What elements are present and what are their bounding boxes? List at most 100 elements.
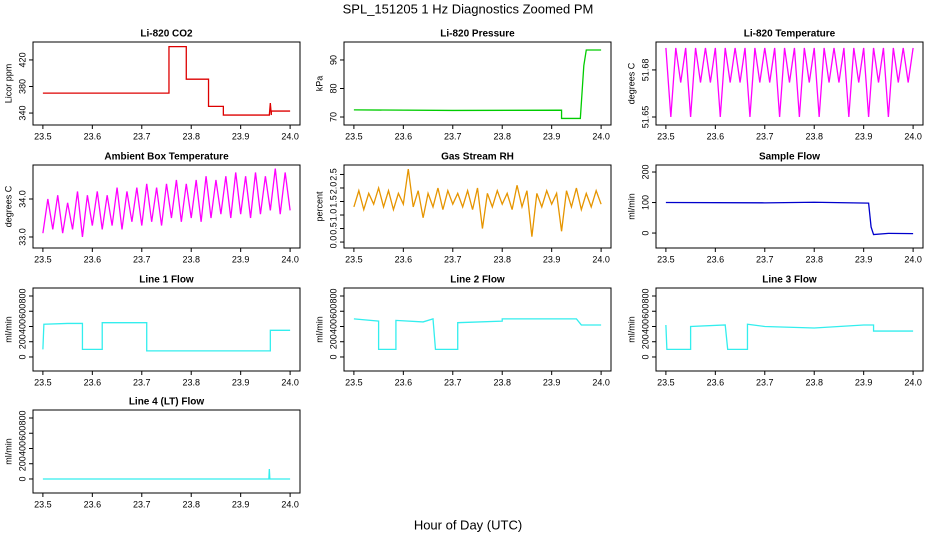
- panel-title: Li-820 CO2: [140, 29, 193, 40]
- y-tick-label: 0: [17, 354, 27, 359]
- y-tick-label: 400: [17, 441, 27, 456]
- x-tick-label: 23.9: [232, 377, 250, 387]
- x-tick-label: 24.0: [281, 131, 299, 141]
- y-tick-label: 200: [17, 334, 27, 349]
- panel: Line 1 Flow 23.5 23.6 23.7 23.8 23.9 24.0 0 2004…: [3, 275, 301, 387]
- y-tick-label: 0.0: [328, 236, 338, 249]
- panel-box: [32, 41, 301, 126]
- y-axis-label: degrees C: [3, 185, 13, 227]
- plot-area: [353, 168, 602, 237]
- y-tick-label: 200: [17, 456, 27, 471]
- y-tick-label: 100: [640, 195, 650, 210]
- x-tick-label: 23.6: [84, 254, 102, 264]
- x-axis-label: Hour of Day (UTC): [414, 517, 522, 532]
- panel-box: [343, 287, 612, 372]
- x-tick-label: 23.6: [707, 131, 725, 141]
- panel-box: [343, 164, 612, 249]
- data-line: [42, 46, 291, 116]
- y-tick-label: 400: [17, 319, 27, 334]
- panel: Ambient Box Temperature 23.5 23.6 23.7 23.8 2…: [3, 152, 301, 264]
- x-tick-label: 23.8: [805, 254, 823, 264]
- y-axis-label: ml/min: [626, 193, 636, 220]
- x-tick-label: 24.0: [592, 131, 610, 141]
- y-tick-label: 80: [328, 83, 338, 93]
- y-tick-label: 0: [640, 231, 650, 236]
- y-axis-label: ml/min: [314, 316, 324, 343]
- y-tick-label: 400: [328, 319, 338, 334]
- x-tick-label: 23.6: [395, 377, 413, 387]
- y-tick-label: 200: [640, 334, 650, 349]
- y-tick-label: 400: [640, 319, 650, 334]
- figure-title: SPL_151205 1 Hz Diagnostics Zoomed PM: [343, 1, 594, 16]
- x-tick-label: 23.5: [34, 377, 52, 387]
- panel-title: Line 2 Flow: [450, 275, 505, 286]
- x-tick-label: 23.7: [133, 131, 151, 141]
- x-tick-label: 24.0: [281, 499, 299, 509]
- y-axis-label: degrees C: [626, 62, 636, 104]
- y-tick-label: 0.5: [328, 222, 338, 235]
- y-axis-label: ml/min: [626, 316, 636, 343]
- y-tick-label: 600: [17, 304, 27, 319]
- data-line: [665, 47, 914, 118]
- data-line: [353, 49, 602, 120]
- x-tick-label: 23.9: [232, 499, 250, 509]
- panel-title: Line 3 Flow: [762, 275, 817, 286]
- x-tick-label: 23.8: [805, 377, 823, 387]
- x-tick-label: 23.9: [232, 131, 250, 141]
- x-tick-label: 23.8: [493, 377, 511, 387]
- x-tick-label: 23.5: [657, 131, 675, 141]
- y-tick-label: 800: [328, 288, 338, 303]
- x-tick-label: 23.9: [543, 131, 561, 141]
- y-tick-label: 380: [17, 79, 27, 94]
- data-line: [353, 168, 602, 237]
- x-tick-label: 24.0: [281, 377, 299, 387]
- data-line: [665, 201, 914, 236]
- x-tick-label: 23.8: [182, 499, 200, 509]
- panel: Li-820 Pressure 23.5 23.6 23.7 23.8 23.9 24.0 7…: [314, 29, 612, 141]
- x-tick-label: 23.8: [182, 254, 200, 264]
- x-tick-label: 23.7: [756, 377, 774, 387]
- y-tick-label: 2.5: [328, 168, 338, 181]
- panel: Li-820 CO2 23.5 23.6 23.7 23.8 23.9 24.0 340 380…: [3, 29, 301, 141]
- y-axis-label: ml/min: [3, 316, 13, 343]
- y-tick-label: 600: [328, 304, 338, 319]
- panel-box: [655, 287, 924, 372]
- panel: Sample Flow 23.5 23.6 23.7 23.8 23.9 24.0 0 100 2…: [626, 152, 924, 264]
- x-tick-label: 23.5: [345, 131, 363, 141]
- x-tick-label: 23.9: [855, 377, 873, 387]
- x-tick-label: 23.7: [133, 377, 151, 387]
- y-tick-label: 0: [328, 354, 338, 359]
- x-tick-label: 24.0: [592, 377, 610, 387]
- panel: Line 2 Flow 23.5 23.6 23.7 23.8 23.9 24.0 0 2004…: [314, 275, 612, 387]
- plot-area: [42, 469, 291, 480]
- y-tick-label: 200: [328, 334, 338, 349]
- x-tick-label: 23.7: [444, 131, 462, 141]
- x-tick-label: 24.0: [592, 254, 610, 264]
- plot-area: [42, 46, 291, 116]
- x-tick-label: 23.7: [444, 254, 462, 264]
- x-tick-label: 23.7: [133, 499, 151, 509]
- x-tick-label: 23.6: [84, 499, 102, 509]
- panel: Line 3 Flow 23.5 23.6 23.7 23.8 23.9 24.0 0 2004…: [626, 275, 924, 387]
- panel-title: Li-820 Temperature: [744, 29, 836, 40]
- x-tick-label: 23.9: [855, 254, 873, 264]
- x-tick-label: 23.6: [707, 377, 725, 387]
- panel: Li-820 Temperature 23.5 23.6 23.7 23.8 23.9 24…: [626, 29, 924, 141]
- x-tick-label: 23.7: [756, 131, 774, 141]
- y-tick-label: 800: [640, 288, 650, 303]
- panel-box: [32, 164, 301, 249]
- y-axis-label: percent: [314, 191, 324, 222]
- plot-area: [42, 322, 291, 352]
- y-tick-label: 0: [640, 354, 650, 359]
- data-line: [42, 168, 291, 238]
- x-tick-label: 23.9: [543, 377, 561, 387]
- plot-area: [665, 323, 914, 350]
- panel-title: Li-820 Pressure: [440, 29, 515, 40]
- x-tick-label: 23.6: [84, 377, 102, 387]
- panel-box: [343, 41, 612, 126]
- plot-area: [665, 47, 914, 118]
- y-axis-label: kPa: [314, 76, 324, 92]
- x-tick-label: 23.5: [657, 377, 675, 387]
- x-tick-label: 23.9: [543, 254, 561, 264]
- x-tick-label: 23.9: [232, 254, 250, 264]
